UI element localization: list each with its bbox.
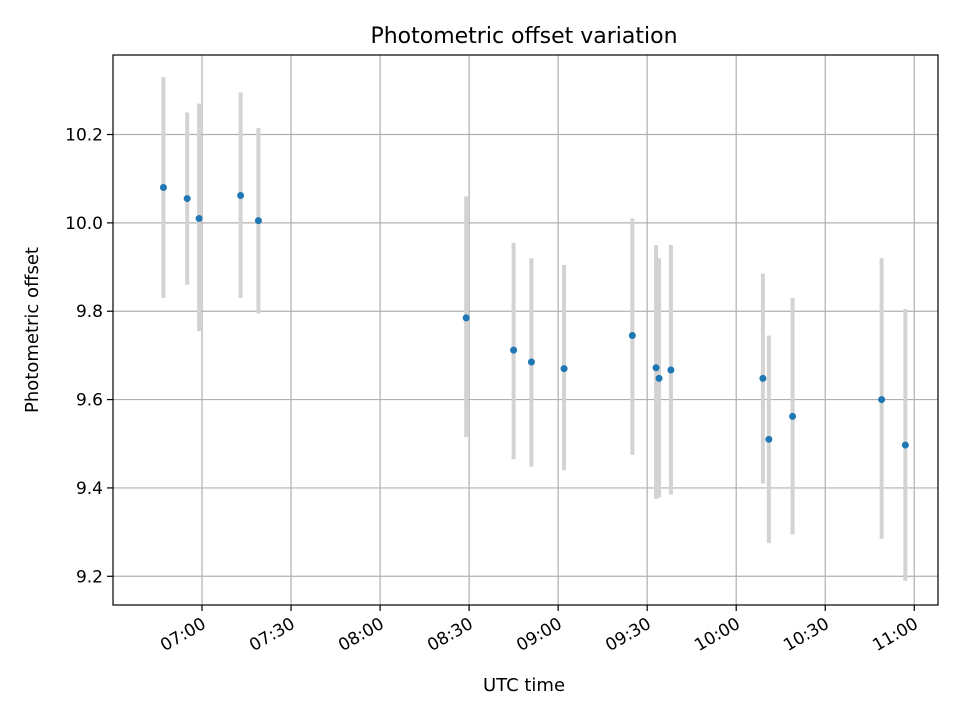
data-point [183,195,191,203]
data-point [462,314,470,322]
data-point [765,435,773,443]
x-tick-label: 10:30 [780,614,832,656]
data-point [789,412,797,420]
data-point [159,184,167,192]
data-point [655,374,663,382]
data-point [878,396,886,404]
data-point [527,358,535,366]
y-tick-label: 10.2 [65,126,103,146]
x-tick-label: 11:00 [869,614,921,656]
y-axis-label: Photometric offset [22,247,43,413]
x-tick-label: 07:00 [157,614,209,656]
data-point [237,191,245,199]
x-tick-label: 10:00 [691,614,743,656]
y-tick-label: 9.4 [76,479,103,499]
plot-frame [112,54,939,606]
data-point [254,217,262,225]
y-tick-label: 9.2 [76,567,103,587]
y-axis: 9.2 9.4 9.6 9.8 10.0 10.2 [65,126,113,587]
data-point [667,366,675,374]
x-tick-label: 08:30 [424,614,476,656]
y-tick-label: 10.0 [65,214,103,234]
x-tick-label: 07:30 [246,614,298,656]
x-tick-label: 09:00 [513,614,565,656]
x-tick-label: 08:00 [335,614,387,656]
y-tick-label: 9.6 [76,391,103,411]
data-point [560,365,568,373]
data-point [759,374,767,382]
data-point [652,364,660,372]
grid [113,55,938,605]
y-tick-label: 9.8 [76,302,103,322]
x-axis-label: UTC time [483,675,565,696]
x-tick-label: 09:30 [602,614,654,656]
x-axis: 07:00 07:30 08:00 08:30 09:00 09:30 10:00 10:30… [157,605,922,656]
error-bars [161,77,908,581]
chart-title: Photometric offset variation [370,24,677,49]
data-points [159,184,909,449]
data-point [510,346,518,354]
data-point [901,441,909,449]
data-point [628,332,636,340]
data-point [195,214,203,222]
